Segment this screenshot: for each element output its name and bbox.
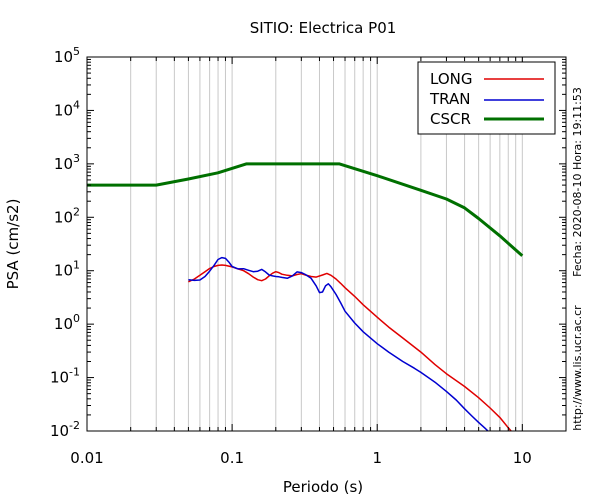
y-tick-label: 102 [54, 205, 80, 226]
axis-ticks [86, 56, 567, 432]
y-tick-label: 104 [54, 98, 80, 119]
x-axis-label: Periodo (s) [283, 478, 363, 496]
y-tick-label: 100 [54, 312, 80, 333]
y-tick-label: 101 [54, 259, 80, 280]
y-tick-label: 10-2 [50, 419, 80, 440]
plot-area [86, 56, 567, 432]
x-tick-label: 1 [372, 449, 382, 467]
y-tick-label: 103 [54, 152, 80, 173]
series-line-tran [188, 256, 489, 431]
plot-frame [86, 56, 567, 432]
x-tick-label: 0.1 [220, 449, 244, 467]
x-tick-label: 0.01 [70, 449, 103, 467]
legend-label-long: LONG [430, 70, 472, 88]
x-tick-label: 10 [513, 449, 532, 467]
legend-label-cscr: CSCR [430, 110, 471, 128]
series-line-cscr [87, 162, 524, 257]
y-tick-labels: 105 104 103 102 101 100 10-1 10-2 [50, 45, 80, 440]
legend: LONG TRAN CSCR [417, 61, 556, 135]
timestamp-text: Fecha: 2020-08-10 Hora: 19:11:53 [571, 87, 584, 277]
series-line-long [188, 264, 513, 431]
legend-label-tran: TRAN [429, 90, 470, 108]
legend-box [417, 61, 556, 135]
y-tick-label: 105 [54, 45, 80, 66]
chart-title: SITIO: Electrica P01 [250, 19, 397, 37]
y-tick-label: 10-1 [50, 366, 80, 387]
x-tick-labels: 0.01 0.1 1 10 [70, 449, 532, 467]
y-axis-label: PSA (cm/s2) [4, 199, 22, 290]
url-text: http://www.lis.ucr.ac.cr [571, 305, 584, 431]
